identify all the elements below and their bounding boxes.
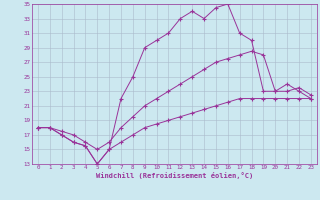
X-axis label: Windchill (Refroidissement éolien,°C): Windchill (Refroidissement éolien,°C)	[96, 172, 253, 179]
